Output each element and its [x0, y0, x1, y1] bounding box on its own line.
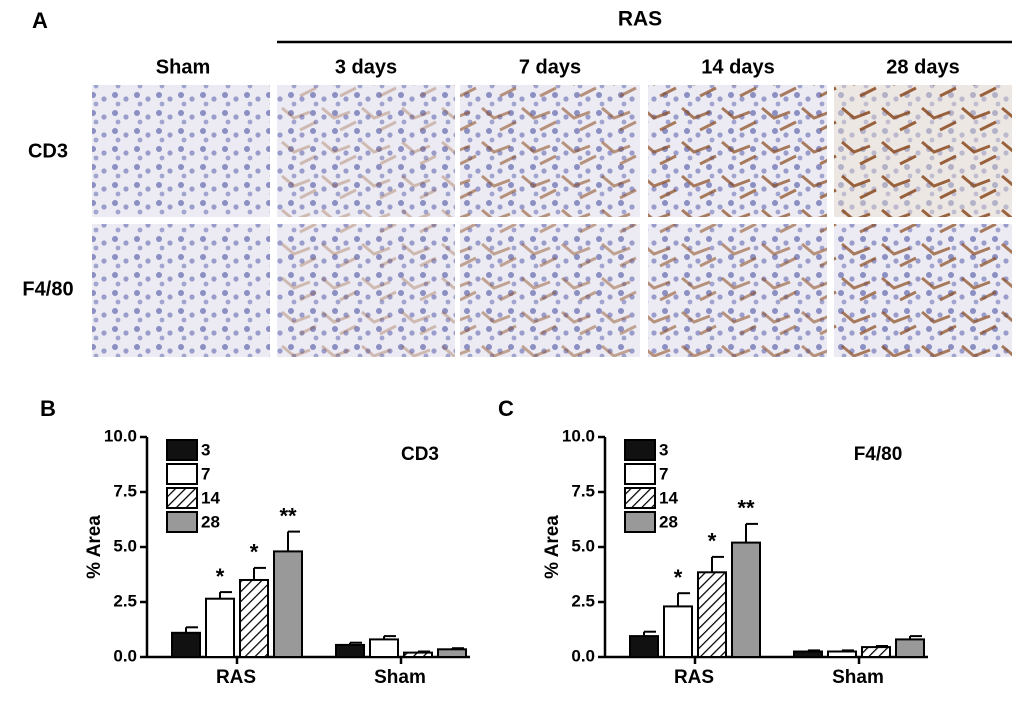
y-axis-label: % Area [542, 515, 563, 579]
legend-label: 28 [201, 512, 220, 531]
legend-swatch [166, 463, 198, 485]
panel-label: A [32, 8, 48, 33]
stain [277, 85, 455, 217]
legend-swatch [624, 487, 656, 509]
legend-swatch [166, 487, 198, 509]
x-tick-label: Sham [374, 667, 426, 688]
legend-swatch [624, 511, 656, 533]
column-label: 3 days [335, 56, 397, 78]
stain [277, 224, 455, 357]
micrograph [92, 224, 270, 357]
y-tick-label: 7.5 [113, 481, 137, 500]
y-tick-label: 5.0 [571, 536, 595, 555]
bar [663, 605, 693, 659]
stain [648, 85, 827, 217]
significance: * [708, 529, 717, 554]
stain [648, 224, 827, 357]
legend-label: 14 [659, 488, 678, 507]
legend-label: 7 [201, 464, 210, 483]
legend-swatch [166, 511, 198, 533]
x-tick-label: Sham [832, 667, 884, 688]
column-label: 14 days [701, 56, 774, 78]
bar [827, 650, 857, 658]
bar [369, 638, 399, 659]
legend-swatch [166, 439, 198, 461]
bar [861, 646, 891, 658]
legend-swatch [624, 463, 656, 485]
stain [834, 224, 1012, 357]
significance: ** [737, 496, 755, 521]
significance: * [250, 540, 259, 565]
bar [629, 635, 659, 658]
bar [239, 579, 269, 658]
bar [335, 643, 365, 659]
row-label: F4/80 [22, 278, 73, 300]
stain [460, 85, 640, 217]
legend-label: 28 [659, 512, 678, 531]
significance: * [216, 564, 225, 589]
significance: * [674, 565, 683, 590]
bar [697, 571, 727, 658]
bar [895, 638, 925, 659]
bar [731, 541, 761, 658]
y-tick-label: 7.5 [571, 481, 595, 500]
legend-label: 14 [201, 488, 220, 507]
y-tick-label: 2.5 [113, 591, 137, 610]
bar [793, 650, 823, 658]
y-tick-label: 5.0 [113, 536, 137, 555]
bar [437, 648, 467, 658]
bar [403, 651, 433, 658]
column-label: Sham [156, 56, 210, 78]
stain [460, 224, 640, 357]
chart-title: F4/80 [854, 444, 903, 465]
column-label: 28 days [886, 56, 959, 78]
micrographs [92, 85, 1012, 357]
x-tick-label: RAS [216, 667, 256, 688]
y-tick-label: 0.0 [113, 646, 137, 665]
legend-label: 7 [659, 464, 668, 483]
column-label: 7 days [519, 56, 581, 78]
x-tick-label: RAS [674, 667, 714, 688]
bar [273, 550, 303, 659]
bar [171, 631, 201, 658]
y-axis-label: % Area [84, 515, 105, 579]
legend-label: 3 [659, 440, 668, 459]
significance: ** [279, 503, 297, 528]
y-tick-label: 0.0 [571, 646, 595, 665]
bar [205, 597, 235, 659]
y-tick-label: 10.0 [562, 426, 595, 445]
panel-label: C [498, 396, 514, 421]
y-tick-label: 10.0 [104, 426, 137, 445]
panel-label: B [40, 396, 56, 421]
legend-label: 3 [201, 440, 210, 459]
group-label: RAS [618, 8, 662, 31]
row-label: CD3 [28, 140, 68, 162]
stain [834, 85, 1012, 217]
chart-title: CD3 [401, 444, 439, 465]
y-tick-label: 2.5 [571, 591, 595, 610]
micrograph [92, 85, 270, 217]
legend-swatch [624, 439, 656, 461]
